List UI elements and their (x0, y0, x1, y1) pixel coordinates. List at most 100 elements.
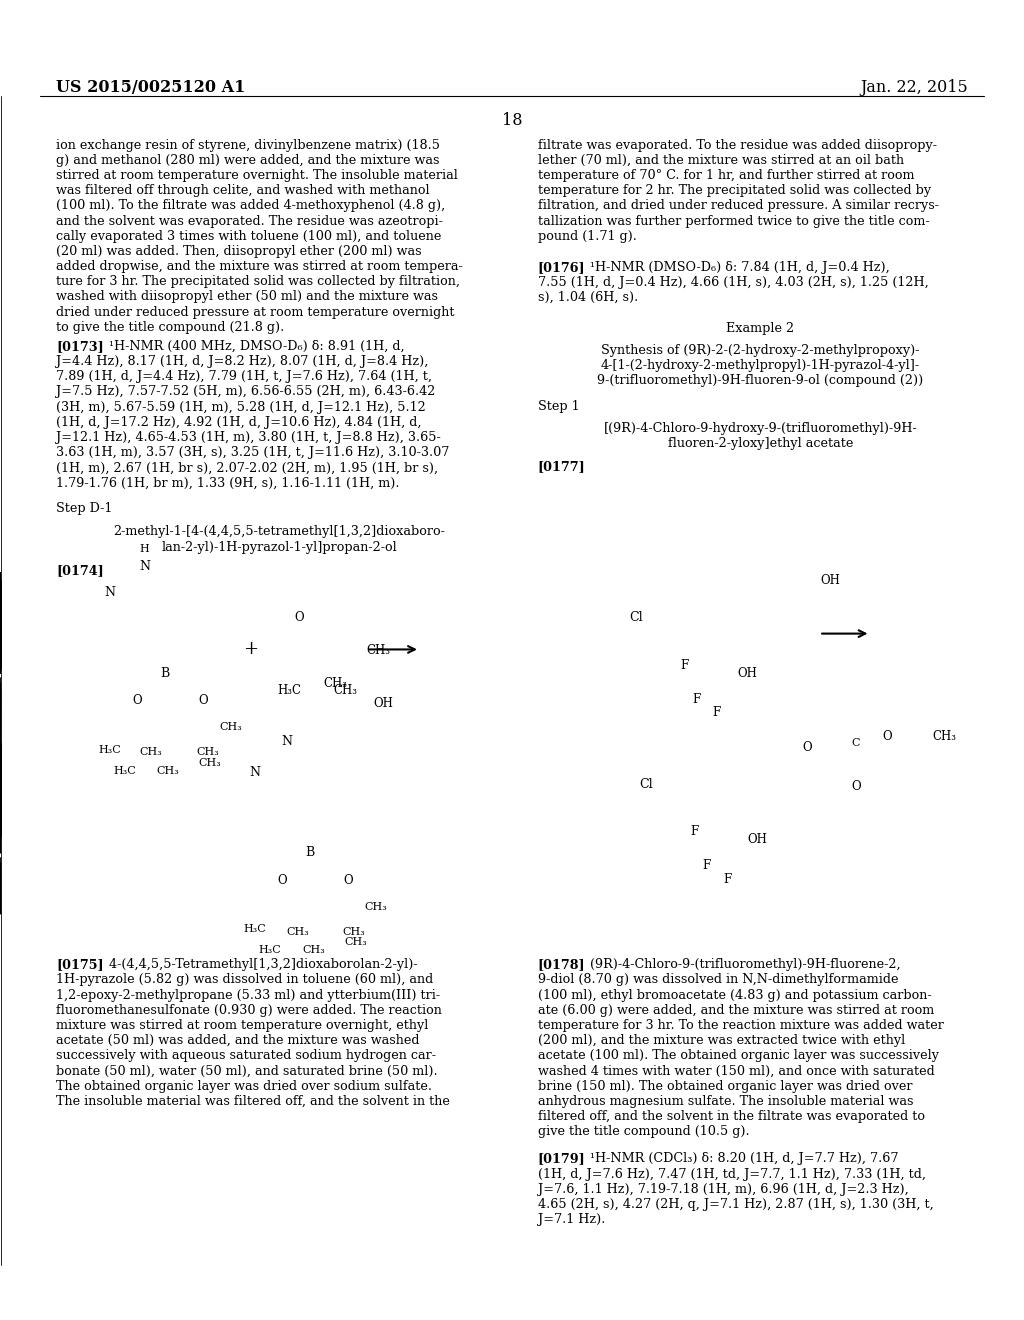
Text: 9-(trifluoromethyl)-9H-fluoren-9-ol (compound (2)): 9-(trifluoromethyl)-9H-fluoren-9-ol (com… (597, 375, 924, 387)
Text: tallization was further performed twice to give the title com-: tallization was further performed twice … (538, 214, 929, 227)
Text: 7.55 (1H, d, J=0.4 Hz), 4.66 (1H, s), 4.03 (2H, s), 1.25 (12H,: 7.55 (1H, d, J=0.4 Hz), 4.66 (1H, s), 4.… (538, 276, 929, 289)
Text: Synthesis of (9R)-2-(2-hydroxy-2-methylpropoxy)-: Synthesis of (9R)-2-(2-hydroxy-2-methylp… (601, 343, 920, 356)
Text: (20 ml) was added. Then, diisopropyl ether (200 ml) was: (20 ml) was added. Then, diisopropyl eth… (56, 244, 422, 257)
Text: temperature for 3 hr. To the reaction mixture was added water: temperature for 3 hr. To the reaction mi… (538, 1019, 943, 1032)
Text: B: B (160, 667, 170, 680)
Text: CH₃: CH₃ (287, 927, 309, 937)
Text: O: O (851, 780, 861, 793)
Text: temperature for 2 hr. The precipitated solid was collected by: temperature for 2 hr. The precipitated s… (538, 183, 931, 197)
Text: ¹H-NMR (400 MHz, DMSO-D₆) δ: 8.91 (1H, d,: ¹H-NMR (400 MHz, DMSO-D₆) δ: 8.91 (1H, d… (93, 341, 404, 352)
Text: fluoromethanesulfonate (0.930 g) were added. The reaction: fluoromethanesulfonate (0.930 g) were ad… (56, 1003, 442, 1016)
Text: H₃C: H₃C (259, 945, 282, 956)
Text: brine (150 ml). The obtained organic layer was dried over: brine (150 ml). The obtained organic lay… (538, 1080, 912, 1093)
Text: CH₃: CH₃ (367, 644, 390, 657)
Text: +: + (244, 640, 258, 659)
Text: washed 4 times with water (150 ml), and once with saturated: washed 4 times with water (150 ml), and … (538, 1064, 934, 1077)
Text: CH₃: CH₃ (197, 747, 219, 758)
Text: (100 ml). To the filtrate was added 4-methoxyphenol (4.8 g),: (100 ml). To the filtrate was added 4-me… (56, 199, 445, 213)
Text: F: F (680, 659, 688, 672)
Text: (1H, d, J=7.6 Hz), 7.47 (1H, td, J=7.7, 1.1 Hz), 7.33 (1H, td,: (1H, d, J=7.6 Hz), 7.47 (1H, td, J=7.7, … (538, 1167, 926, 1180)
Text: J=7.6, 1.1 Hz), 7.19-7.18 (1H, m), 6.96 (1H, d, J=2.3 Hz),: J=7.6, 1.1 Hz), 7.19-7.18 (1H, m), 6.96 … (538, 1183, 908, 1196)
Text: OH: OH (748, 833, 767, 846)
Text: Jan. 22, 2015: Jan. 22, 2015 (860, 79, 968, 96)
Text: acetate (50 ml) was added, and the mixture was washed: acetate (50 ml) was added, and the mixtu… (56, 1035, 420, 1047)
Text: ¹H-NMR (CDCl₃) δ: 8.20 (1H, d, J=7.7 Hz), 7.67: ¹H-NMR (CDCl₃) δ: 8.20 (1H, d, J=7.7 Hz)… (574, 1152, 899, 1166)
Text: 3.63 (1H, m), 3.57 (3H, s), 3.25 (1H, t, J=11.6 Hz), 3.10-3.07: 3.63 (1H, m), 3.57 (3H, s), 3.25 (1H, t,… (56, 446, 450, 459)
Text: (100 ml), ethyl bromoacetate (4.83 g) and potassium carbon-: (100 ml), ethyl bromoacetate (4.83 g) an… (538, 989, 931, 1002)
Text: Cl: Cl (630, 611, 643, 624)
Text: CH₃: CH₃ (157, 766, 179, 776)
Text: filtrate was evaporated. To the residue was added diisopropy-: filtrate was evaporated. To the residue … (538, 139, 937, 152)
Text: The insoluble material was filtered off, and the solvent in the: The insoluble material was filtered off,… (56, 1096, 451, 1107)
Text: 2-methyl-1-[4-(4,4,5,5-tetramethyl[1,3,2]dioxaboro-: 2-methyl-1-[4-(4,4,5,5-tetramethyl[1,3,2… (113, 525, 445, 539)
Text: lether (70 ml), and the mixture was stirred at an oil bath: lether (70 ml), and the mixture was stir… (538, 153, 904, 166)
Text: B: B (305, 846, 315, 859)
Text: O: O (278, 874, 288, 887)
Text: filtered off, and the solvent in the filtrate was evaporated to: filtered off, and the solvent in the fil… (538, 1110, 925, 1123)
Text: F: F (723, 873, 731, 886)
Text: O: O (132, 694, 142, 708)
Text: successively with aqueous saturated sodium hydrogen car-: successively with aqueous saturated sodi… (56, 1049, 436, 1063)
Text: to give the title compound (21.8 g).: to give the title compound (21.8 g). (56, 321, 285, 334)
Text: OH: OH (737, 667, 757, 680)
Text: give the title compound (10.5 g).: give the title compound (10.5 g). (538, 1125, 750, 1138)
Text: CH₃: CH₃ (933, 730, 956, 743)
Text: N: N (139, 560, 150, 573)
Text: Step 1: Step 1 (538, 400, 580, 413)
Text: J=7.1 Hz).: J=7.1 Hz). (538, 1213, 605, 1226)
Text: N: N (104, 586, 115, 599)
Text: and the solvent was evaporated. The residue was azeotropi-: and the solvent was evaporated. The resi… (56, 214, 443, 227)
Text: C: C (852, 738, 860, 748)
Text: US 2015/0025120 A1: US 2015/0025120 A1 (56, 79, 246, 96)
Text: [0173]: [0173] (56, 341, 104, 352)
Text: [(9R)-4-Chloro-9-hydroxy-9-(trifluoromethyl)-9H-: [(9R)-4-Chloro-9-hydroxy-9-(trifluoromet… (603, 422, 918, 434)
Text: was filtered off through celite, and washed with methanol: was filtered off through celite, and was… (56, 183, 430, 197)
Text: Cl: Cl (640, 777, 653, 791)
Text: stirred at room temperature overnight. The insoluble material: stirred at room temperature overnight. T… (56, 169, 458, 182)
Text: CH₃: CH₃ (324, 677, 348, 690)
Text: O: O (882, 730, 892, 743)
Text: O: O (343, 874, 353, 887)
Text: H₃C: H₃C (114, 766, 136, 776)
Text: 4-[1-(2-hydroxy-2-methylpropyl)-1H-pyrazol-4-yl]-: 4-[1-(2-hydroxy-2-methylpropyl)-1H-pyraz… (601, 359, 920, 372)
Text: Step D-1: Step D-1 (56, 503, 113, 515)
Text: O: O (294, 611, 304, 624)
Text: pound (1.71 g).: pound (1.71 g). (538, 230, 637, 243)
Text: CH₃: CH₃ (139, 747, 162, 758)
Text: [0177]: [0177] (538, 461, 586, 473)
Text: 1.79-1.76 (1H, br m), 1.33 (9H, s), 1.16-1.11 (1H, m).: 1.79-1.76 (1H, br m), 1.33 (9H, s), 1.16… (56, 477, 399, 490)
Text: F: F (713, 706, 721, 719)
Text: filtration, and dried under reduced pressure. A similar recrys-: filtration, and dried under reduced pres… (538, 199, 939, 213)
Text: 1,2-epoxy-2-methylpropane (5.33 ml) and ytterbium(III) tri-: 1,2-epoxy-2-methylpropane (5.33 ml) and … (56, 989, 440, 1002)
Text: 7.89 (1H, d, J=4.4 Hz), 7.79 (1H, t, J=7.6 Hz), 7.64 (1H, t,: 7.89 (1H, d, J=4.4 Hz), 7.79 (1H, t, J=7… (56, 370, 432, 383)
Text: anhydrous magnesium sulfate. The insoluble material was: anhydrous magnesium sulfate. The insolub… (538, 1096, 913, 1107)
Text: bonate (50 ml), water (50 ml), and saturated brine (50 ml).: bonate (50 ml), water (50 ml), and satur… (56, 1064, 438, 1077)
Text: dried under reduced pressure at room temperature overnight: dried under reduced pressure at room tem… (56, 306, 455, 318)
Text: (9R)-4-Chloro-9-(trifluoromethyl)-9H-fluorene-2,: (9R)-4-Chloro-9-(trifluoromethyl)-9H-flu… (574, 958, 901, 972)
Text: (3H, m), 5.67-5.59 (1H, m), 5.28 (1H, d, J=12.1 Hz), 5.12: (3H, m), 5.67-5.59 (1H, m), 5.28 (1H, d,… (56, 401, 426, 413)
Text: CH₃: CH₃ (199, 758, 221, 768)
Text: ¹H-NMR (DMSO-D₆) δ: 7.84 (1H, d, J=0.4 Hz),: ¹H-NMR (DMSO-D₆) δ: 7.84 (1H, d, J=0.4 H… (574, 261, 890, 273)
Text: [0179]: [0179] (538, 1152, 586, 1166)
Text: ate (6.00 g) were added, and the mixture was stirred at room: ate (6.00 g) were added, and the mixture… (538, 1003, 934, 1016)
Text: acetate (100 ml). The obtained organic layer was successively: acetate (100 ml). The obtained organic l… (538, 1049, 939, 1063)
Text: 18: 18 (502, 112, 522, 129)
Text: fluoren-2-yloxy]ethyl acetate: fluoren-2-yloxy]ethyl acetate (668, 437, 853, 450)
Text: OH: OH (820, 574, 840, 587)
Text: lan-2-yl)-1H-pyrazol-1-yl]propan-2-ol: lan-2-yl)-1H-pyrazol-1-yl]propan-2-ol (161, 541, 397, 553)
Text: J=7.5 Hz), 7.57-7.52 (5H, m), 6.56-6.55 (2H, m), 6.43-6.42: J=7.5 Hz), 7.57-7.52 (5H, m), 6.56-6.55 … (56, 385, 435, 399)
Text: J=4.4 Hz), 8.17 (1H, d, J=8.2 Hz), 8.07 (1H, d, J=8.4 Hz),: J=4.4 Hz), 8.17 (1H, d, J=8.2 Hz), 8.07 … (56, 355, 429, 368)
Text: (200 ml), and the mixture was extracted twice with ethyl: (200 ml), and the mixture was extracted … (538, 1035, 905, 1047)
Text: N: N (250, 766, 260, 779)
Text: H₃C: H₃C (98, 744, 121, 755)
Text: F: F (702, 859, 711, 873)
Text: ture for 3 hr. The precipitated solid was collected by filtration,: ture for 3 hr. The precipitated solid wa… (56, 276, 461, 288)
Text: 4-(4,4,5,5-Tetramethyl[1,3,2]dioxaborolan-2-yl)-: 4-(4,4,5,5-Tetramethyl[1,3,2]dioxaborola… (93, 958, 418, 972)
Text: [0176]: [0176] (538, 261, 586, 273)
Text: 9-diol (8.70 g) was dissolved in N,N-dimethylformamide: 9-diol (8.70 g) was dissolved in N,N-dim… (538, 973, 898, 986)
Text: H₃C: H₃C (244, 924, 266, 935)
Text: 1H-pyrazole (5.82 g) was dissolved in toluene (60 ml), and: 1H-pyrazole (5.82 g) was dissolved in to… (56, 973, 433, 986)
Text: N: N (282, 735, 292, 748)
Text: O: O (198, 694, 208, 708)
Text: s), 1.04 (6H, s).: s), 1.04 (6H, s). (538, 290, 638, 304)
